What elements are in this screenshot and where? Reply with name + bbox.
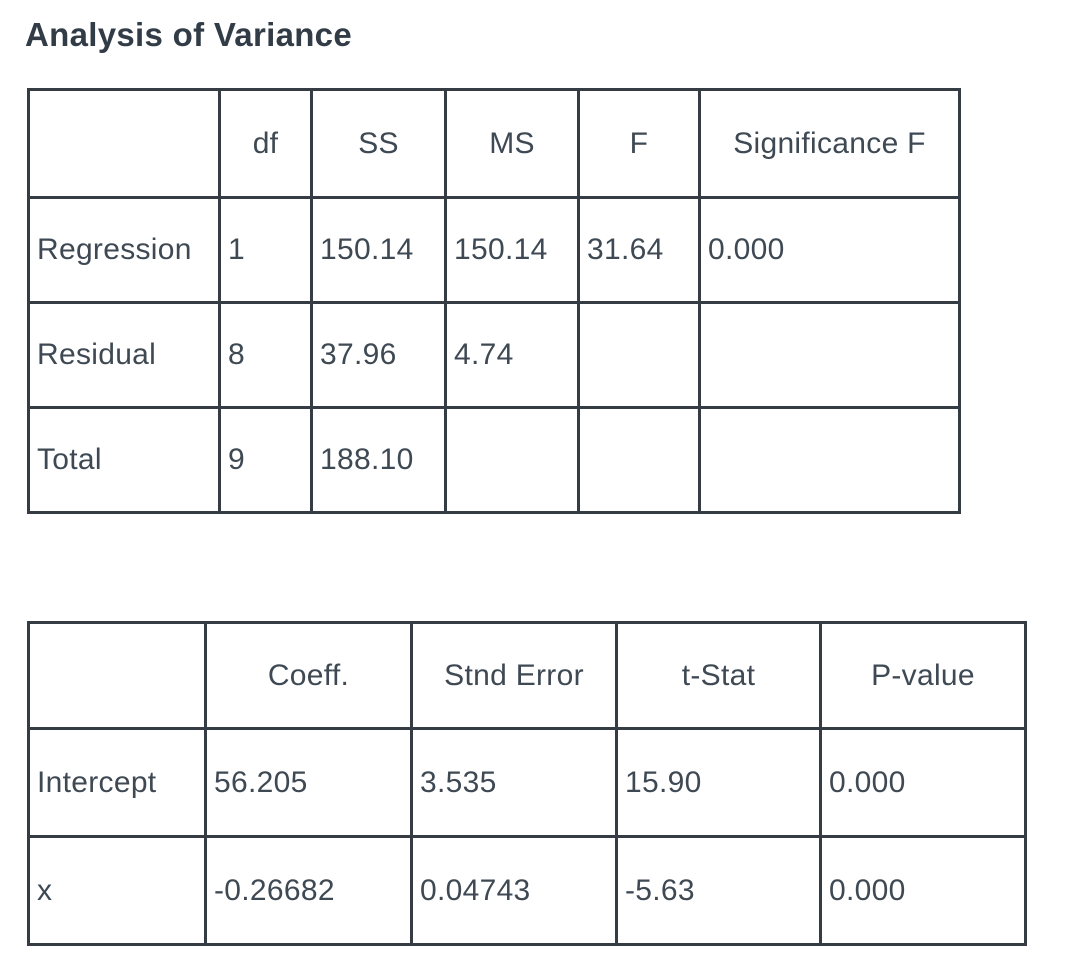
anova-row-residual: Residual 8 37.96 4.74 bbox=[27, 301, 961, 409]
anova-total-f bbox=[577, 406, 701, 514]
coeff-x-label: x bbox=[27, 835, 207, 946]
coeff-header-rowlabel bbox=[27, 621, 207, 730]
coeff-x-t-stat: -5.63 bbox=[615, 835, 822, 946]
coeff-intercept-coeff: 56.205 bbox=[204, 727, 413, 838]
coeff-header-t-stat: t-Stat bbox=[615, 621, 822, 730]
coeff-header-row: Coeff. Stnd Error t-Stat P-value bbox=[27, 621, 1027, 730]
anova-residual-ms: 4.74 bbox=[444, 301, 580, 409]
anova-total-ss: 188.10 bbox=[310, 406, 447, 514]
anova-header-row: df SS MS F Significance F bbox=[27, 88, 961, 199]
coeff-x-stnd-error: 0.04743 bbox=[410, 835, 618, 946]
anova-total-label: Total bbox=[27, 406, 221, 514]
anova-residual-label: Residual bbox=[27, 301, 221, 409]
page-title: Analysis of Variance bbox=[25, 16, 352, 53]
coefficients-table: Coeff. Stnd Error t-Stat P-value Interce… bbox=[27, 621, 1027, 946]
anova-total-sig-f bbox=[698, 406, 961, 514]
anova-regression-f: 31.64 bbox=[577, 196, 701, 304]
anova-table: df SS MS F Significance F Regression 1 1… bbox=[27, 88, 961, 514]
anova-header-significance-f: Significance F bbox=[698, 88, 961, 199]
anova-residual-df: 8 bbox=[218, 301, 313, 409]
coeff-intercept-t-stat: 15.90 bbox=[615, 727, 822, 838]
coeff-header-p-value: P-value bbox=[819, 621, 1027, 730]
anova-row-total: Total 9 188.10 bbox=[27, 406, 961, 514]
anova-header-rowlabel bbox=[27, 88, 221, 199]
anova-residual-f bbox=[577, 301, 701, 409]
coeff-intercept-stnd-error: 3.535 bbox=[410, 727, 618, 838]
coeff-row-intercept: Intercept 56.205 3.535 15.90 0.000 bbox=[27, 727, 1027, 838]
anova-regression-ss: 150.14 bbox=[310, 196, 447, 304]
coeff-x-coeff: -0.26682 bbox=[204, 835, 413, 946]
anova-regression-label: Regression bbox=[27, 196, 221, 304]
anova-total-ms bbox=[444, 406, 580, 514]
anova-header-ss: SS bbox=[310, 88, 447, 199]
anova-residual-ss: 37.96 bbox=[310, 301, 447, 409]
anova-regression-ms: 150.14 bbox=[444, 196, 580, 304]
coeff-header-stnd-error: Stnd Error bbox=[410, 621, 618, 730]
anova-regression-df: 1 bbox=[218, 196, 313, 304]
coeff-x-p-value: 0.000 bbox=[819, 835, 1027, 946]
anova-regression-sig-f: 0.000 bbox=[698, 196, 961, 304]
anova-row-regression: Regression 1 150.14 150.14 31.64 0.000 bbox=[27, 196, 961, 304]
coeff-row-x: x -0.26682 0.04743 -5.63 0.000 bbox=[27, 835, 1027, 946]
anova-total-df: 9 bbox=[218, 406, 313, 514]
coeff-intercept-p-value: 0.000 bbox=[819, 727, 1027, 838]
anova-header-f: F bbox=[577, 88, 701, 199]
anova-header-ms: MS bbox=[444, 88, 580, 199]
coeff-header-coeff: Coeff. bbox=[204, 621, 413, 730]
coeff-intercept-label: Intercept bbox=[27, 727, 207, 838]
anova-residual-sig-f bbox=[698, 301, 961, 409]
anova-header-df: df bbox=[218, 88, 313, 199]
